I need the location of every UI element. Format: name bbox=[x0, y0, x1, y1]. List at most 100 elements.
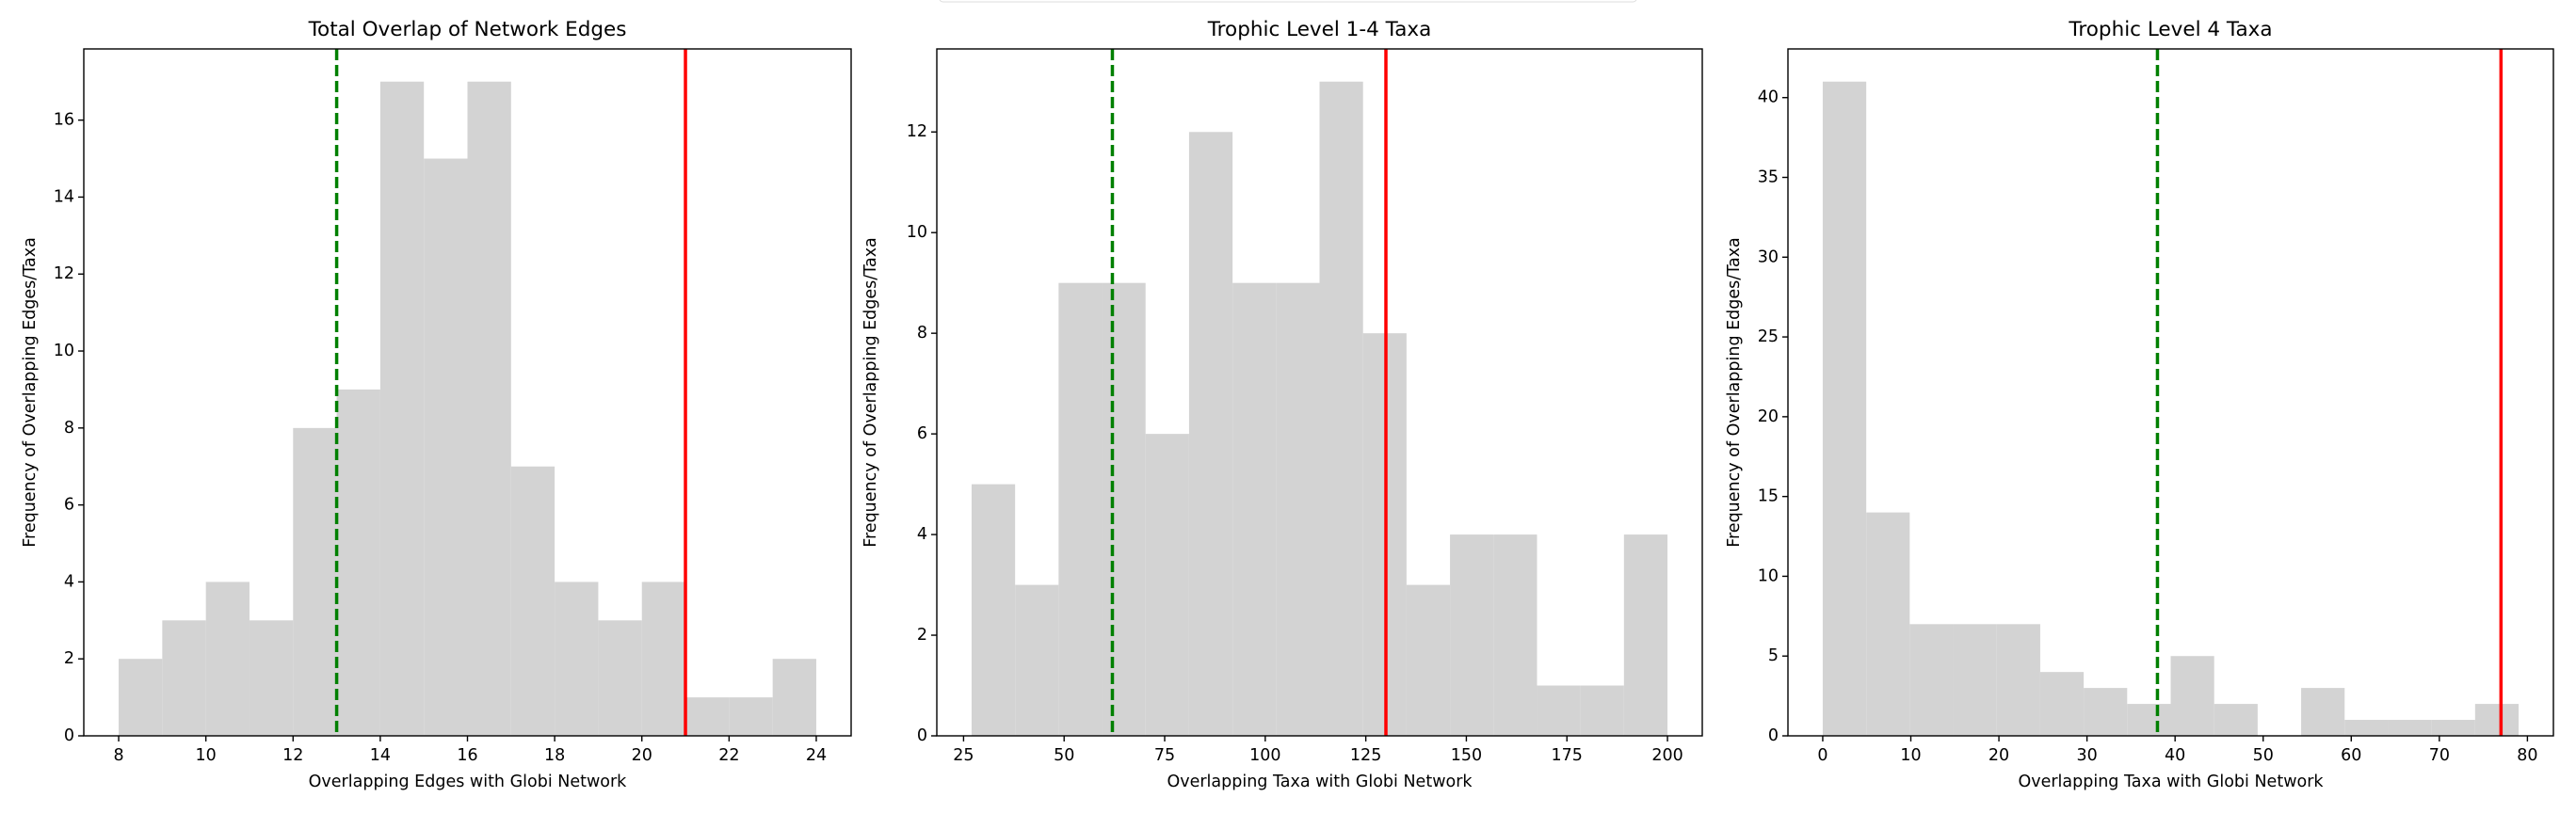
x-tick-label: 16 bbox=[457, 746, 477, 765]
bar bbox=[162, 620, 206, 736]
y-tick-label: 4 bbox=[64, 572, 74, 591]
x-tick-label: 60 bbox=[2341, 746, 2361, 765]
y-tick-label: 15 bbox=[1758, 487, 1779, 506]
x-tick-label: 24 bbox=[806, 746, 827, 765]
y-tick-label: 6 bbox=[64, 496, 74, 515]
y-tick-label: 20 bbox=[1758, 407, 1779, 426]
y-tick-label: 12 bbox=[54, 264, 74, 283]
bar bbox=[598, 620, 642, 736]
bar bbox=[424, 158, 468, 736]
x-tick-label: 75 bbox=[1154, 746, 1175, 765]
x-tick-label: 125 bbox=[1350, 746, 1381, 765]
y-tick-label: 0 bbox=[1768, 726, 1779, 745]
bar bbox=[1015, 584, 1059, 736]
bar bbox=[2431, 720, 2475, 736]
bar bbox=[1188, 132, 1233, 736]
x-tick-label: 150 bbox=[1451, 746, 1482, 765]
y-tick-label: 35 bbox=[1758, 168, 1779, 187]
x-tick-label: 50 bbox=[1054, 746, 1074, 765]
x-tick-label: 20 bbox=[632, 746, 652, 765]
bar bbox=[2039, 672, 2085, 736]
x-tick-label: 80 bbox=[2517, 746, 2537, 765]
bar bbox=[1866, 512, 1910, 736]
x-tick-label: 20 bbox=[1988, 746, 2009, 765]
bar bbox=[467, 81, 511, 736]
bar bbox=[555, 582, 599, 736]
chart-title: Trophic Level 1-4 Taxa bbox=[1207, 18, 1432, 41]
axes-frame bbox=[936, 48, 1703, 737]
bar bbox=[379, 81, 425, 736]
x-tick-label: 0 bbox=[1817, 746, 1827, 765]
bar bbox=[641, 582, 686, 736]
y-tick-label: 30 bbox=[1758, 247, 1779, 266]
y-tick-label: 4 bbox=[917, 525, 927, 544]
bar bbox=[2170, 656, 2214, 736]
bar bbox=[205, 582, 250, 736]
y-tick-label: 40 bbox=[1758, 88, 1779, 107]
y-tick-label: 10 bbox=[907, 223, 927, 242]
bar bbox=[510, 466, 555, 736]
y-axis-label: Frequency of Overlapping Edges/Taxa bbox=[861, 237, 880, 548]
bar bbox=[729, 697, 773, 736]
bar bbox=[2301, 688, 2345, 736]
bar bbox=[1493, 534, 1538, 736]
bar bbox=[1953, 624, 1997, 736]
y-tick-label: 14 bbox=[54, 187, 74, 206]
x-tick-label: 30 bbox=[2076, 746, 2097, 765]
legend-remnant bbox=[939, 0, 1637, 3]
x-tick-label: 100 bbox=[1249, 746, 1280, 765]
bar bbox=[1319, 81, 1363, 736]
x-tick-label: 8 bbox=[113, 746, 123, 765]
y-tick-label: 0 bbox=[64, 726, 74, 745]
bar bbox=[1537, 685, 1581, 736]
bar bbox=[336, 389, 380, 736]
y-tick-label: 2 bbox=[917, 626, 927, 645]
x-tick-label: 14 bbox=[370, 746, 391, 765]
bar bbox=[971, 484, 1016, 736]
bar bbox=[1996, 624, 2040, 736]
bar bbox=[2214, 704, 2258, 736]
x-tick-label: 200 bbox=[1651, 746, 1682, 765]
x-axis-label: Overlapping Taxa with Globi Network bbox=[2018, 773, 2324, 791]
axes-frame bbox=[1787, 48, 2554, 737]
y-axis-label: Frequency of Overlapping Edges/Taxa bbox=[1725, 237, 1744, 548]
x-tick-label: 10 bbox=[1900, 746, 1921, 765]
bar bbox=[2388, 720, 2432, 736]
bar bbox=[1232, 282, 1277, 736]
bar bbox=[1145, 434, 1189, 736]
bar bbox=[1276, 282, 1320, 736]
bar bbox=[1822, 81, 1867, 736]
y-tick-label: 2 bbox=[64, 649, 74, 668]
x-tick-label: 175 bbox=[1552, 746, 1583, 765]
y-tick-label: 6 bbox=[917, 424, 927, 443]
bar bbox=[1909, 624, 1954, 736]
y-axis-label: Frequency of Overlapping Edges/Taxa bbox=[21, 237, 40, 548]
bar bbox=[685, 697, 730, 736]
bar bbox=[249, 620, 294, 736]
bar bbox=[1058, 282, 1103, 736]
x-tick-label: 12 bbox=[282, 746, 303, 765]
bar bbox=[293, 427, 337, 736]
y-tick-label: 10 bbox=[1758, 566, 1779, 585]
x-tick-label: 22 bbox=[718, 746, 739, 765]
x-tick-label: 18 bbox=[544, 746, 565, 765]
y-tick-label: 8 bbox=[64, 419, 74, 438]
bar bbox=[772, 659, 816, 736]
bar bbox=[1580, 685, 1624, 736]
bar bbox=[1450, 534, 1494, 736]
bar bbox=[2127, 704, 2171, 736]
y-tick-label: 8 bbox=[917, 324, 927, 343]
bar bbox=[1406, 584, 1451, 736]
bar bbox=[119, 659, 163, 736]
x-tick-label: 70 bbox=[2429, 746, 2450, 765]
bar bbox=[1102, 282, 1146, 736]
chart-title: Trophic Level 4 Taxa bbox=[2068, 18, 2272, 41]
bar bbox=[1623, 534, 1668, 736]
y-tick-label: 25 bbox=[1758, 327, 1779, 346]
y-tick-label: 16 bbox=[54, 111, 74, 130]
y-tick-label: 12 bbox=[907, 122, 927, 141]
bar bbox=[2344, 720, 2389, 736]
bar bbox=[2474, 704, 2520, 736]
